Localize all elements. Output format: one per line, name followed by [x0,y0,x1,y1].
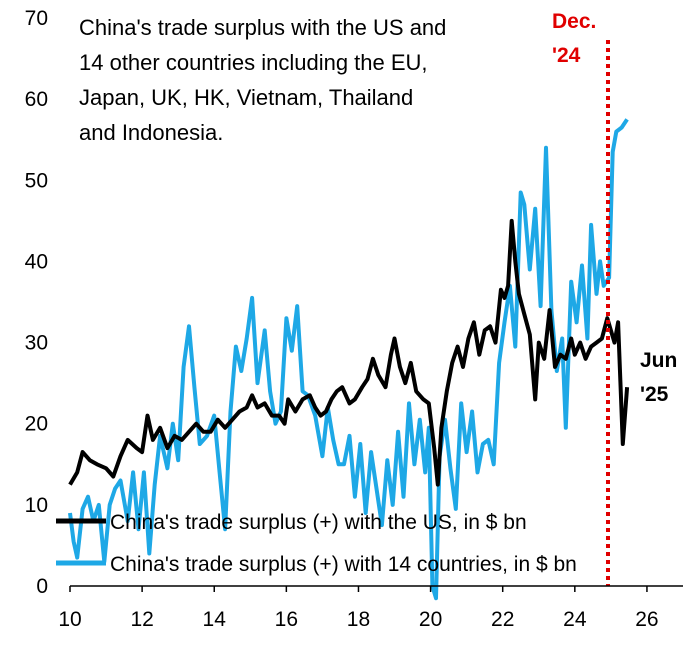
dec-label-line-2: '24 [552,44,581,67]
y-tick-label: 30 [25,332,48,355]
x-tick-label: 20 [419,608,442,631]
y-tick-label: 0 [36,575,48,598]
x-tick-label: 22 [491,608,514,631]
x-axis-ticks: 10 12 14 16 18 20 22 24 26 [58,608,658,631]
y-tick-label: 60 [25,88,48,111]
y-axis-ticks: 0 10 20 30 40 50 60 70 [25,7,48,598]
series-layer [68,118,630,601]
dec-label-line-1: Dec. [552,10,596,33]
legend: China's trade surplus (+) with the US, i… [56,511,577,576]
legend-label-us: China's trade surplus (+) with the US, i… [110,511,527,534]
title-line-3: Japan, UK, HK, Vietnam, Thailand [79,85,413,110]
x-tick-label: 10 [58,608,81,631]
jun-25-annotation: Jun '25 [640,349,677,406]
dec-24-annotation: Dec. '24 [552,10,596,67]
jun-label-line-1: Jun [640,349,677,372]
title-line-4: and Indonesia. [79,120,223,145]
x-tick-label: 26 [635,608,658,631]
legend-label-14-countries: China's trade surplus (+) with 14 countr… [110,553,577,576]
title-line-1: China's trade surplus with the US and [79,15,446,40]
title-line-2: 14 other countries including the EU, [79,50,428,75]
x-tick-label: 16 [275,608,298,631]
y-tick-label: 50 [25,169,48,192]
jun-label-line-2: '25 [640,383,669,406]
x-tick-label: 12 [130,608,153,631]
series-line-us [68,218,630,487]
x-tick-label: 18 [347,608,370,631]
x-tick-label: 14 [203,608,227,631]
x-axis-tick-marks [69,586,648,592]
series-line-14-countries [68,118,629,601]
y-tick-label: 10 [25,494,48,517]
y-tick-label: 40 [25,250,48,273]
x-tick-label: 24 [563,608,587,631]
y-tick-label: 20 [25,413,48,436]
chart-title: China's trade surplus with the US and 14… [74,14,506,156]
y-tick-label: 70 [25,7,48,30]
